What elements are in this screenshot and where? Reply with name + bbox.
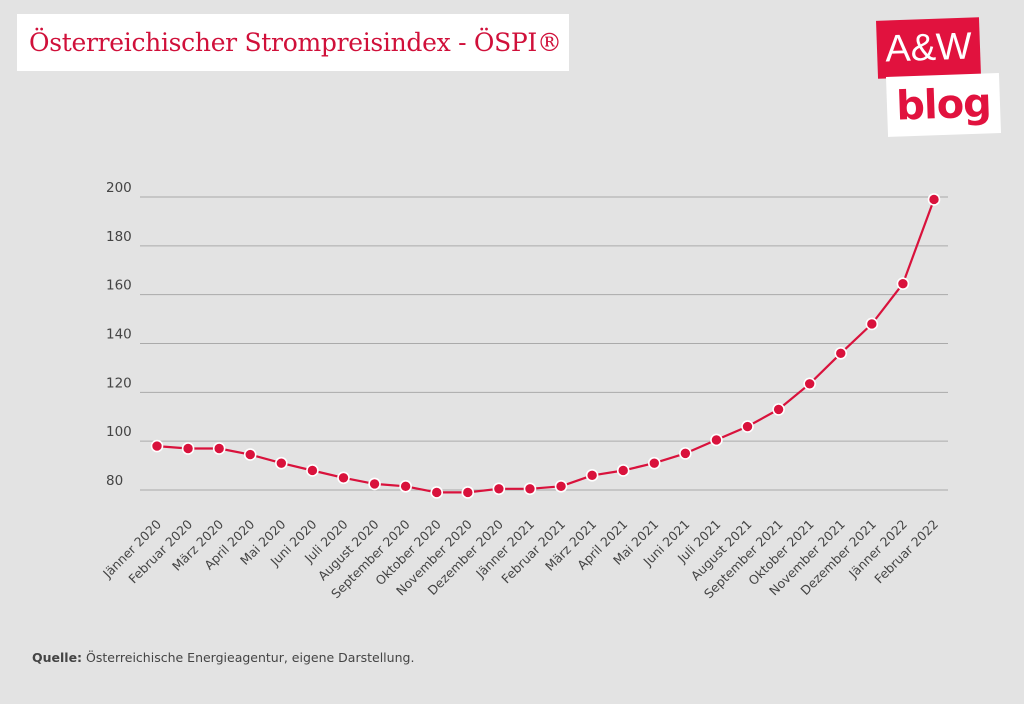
y-tick-label: 140 bbox=[106, 327, 132, 343]
y-tick-label: 200 bbox=[106, 180, 132, 196]
data-point bbox=[647, 456, 661, 470]
data-point bbox=[896, 277, 910, 290]
data-point bbox=[523, 482, 537, 496]
source-note: Quelle: Österreichische Energieagentur, … bbox=[32, 650, 414, 665]
data-point bbox=[243, 448, 257, 461]
y-tick-label: 100 bbox=[106, 424, 132, 440]
data-point bbox=[399, 480, 412, 493]
data-point bbox=[492, 482, 506, 496]
data-point bbox=[741, 420, 754, 433]
data-point bbox=[368, 477, 381, 491]
source-label: Quelle: bbox=[32, 650, 83, 665]
data-point bbox=[461, 486, 475, 499]
data-point bbox=[616, 464, 630, 477]
data-point bbox=[337, 471, 350, 485]
data-point bbox=[772, 403, 785, 416]
chart-title: Österreichischer Strompreisindex - ÖSPI® bbox=[29, 28, 562, 57]
data-point bbox=[275, 456, 288, 470]
data-point bbox=[150, 439, 164, 453]
data-point bbox=[834, 346, 848, 360]
y-tick-label: 160 bbox=[106, 278, 132, 294]
data-point bbox=[181, 442, 195, 455]
data-point bbox=[803, 377, 816, 391]
y-tick-label: 80 bbox=[106, 473, 123, 489]
data-point bbox=[585, 469, 599, 482]
series-line bbox=[156, 199, 936, 494]
data-point bbox=[212, 442, 226, 455]
data-point bbox=[927, 193, 941, 206]
y-tick-label: 120 bbox=[106, 375, 132, 391]
y-tick-label: 180 bbox=[106, 229, 132, 245]
data-point bbox=[865, 317, 879, 331]
data-point bbox=[306, 464, 319, 477]
data-point bbox=[710, 433, 723, 447]
data-point bbox=[430, 486, 444, 499]
source-text: Österreichische Energieagentur, eigene D… bbox=[82, 650, 415, 665]
title-box: Österreichischer Strompreisindex - ÖSPI® bbox=[17, 14, 569, 71]
data-point bbox=[679, 447, 692, 460]
data-point bbox=[554, 480, 568, 493]
